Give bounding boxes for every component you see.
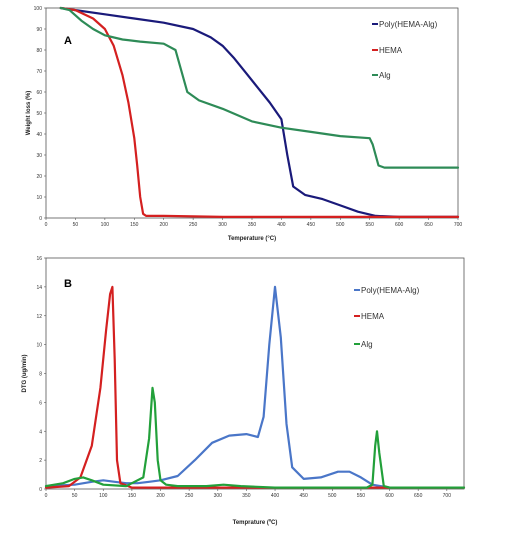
y-axis-label: DTG (ug/min) <box>22 355 28 393</box>
legend-label: HEMA <box>379 46 403 55</box>
x-tick-label: 0 <box>45 493 48 499</box>
x-tick-label: 350 <box>248 222 257 228</box>
x-tick-label: 50 <box>72 493 78 499</box>
legend-label: Alg <box>361 340 373 349</box>
y-tick-label: 70 <box>36 69 42 75</box>
y-axis-label: Weight loss (%) <box>26 91 32 136</box>
x-tick-label: 450 <box>299 493 308 499</box>
x-tick-label: 350 <box>242 493 251 499</box>
x-tick-label: 450 <box>307 222 316 228</box>
legend-label: Poly(HEMA-Alg) <box>379 20 438 29</box>
y-tick-label: 12 <box>36 314 42 320</box>
y-tick-label: 0 <box>39 487 42 493</box>
y-tick-label: 80 <box>36 48 42 54</box>
x-tick-label: 700 <box>454 222 463 228</box>
y-tick-label: 14 <box>36 285 42 291</box>
x-tick-label: 200 <box>156 493 165 499</box>
series-line-alg <box>59 6 460 169</box>
x-tick-label: 50 <box>73 222 79 228</box>
x-tick-label: 250 <box>185 493 194 499</box>
y-tick-label: 16 <box>36 256 42 262</box>
x-tick-label: 150 <box>128 493 137 499</box>
y-tick-label: 100 <box>34 6 43 12</box>
y-tick-label: 30 <box>36 153 42 159</box>
y-tick-label: 10 <box>36 195 42 201</box>
series-line-hema <box>59 6 460 218</box>
x-axis-label: Temperature (°C) <box>228 236 276 242</box>
legend-label: Alg <box>379 71 391 80</box>
x-tick-label: 250 <box>189 222 198 228</box>
panel-label: B <box>64 278 72 290</box>
y-tick-label: 0 <box>39 216 42 222</box>
series-line-poly_dtg <box>44 285 466 489</box>
x-tick-label: 550 <box>366 222 375 228</box>
y-tick-label: 40 <box>36 132 42 138</box>
x-tick-label: 300 <box>214 493 223 499</box>
x-tick-label: 500 <box>328 493 337 499</box>
x-tick-label: 400 <box>271 493 280 499</box>
legend-label: HEMA <box>361 312 385 321</box>
x-tick-label: 150 <box>130 222 139 228</box>
y-tick-label: 90 <box>36 27 42 33</box>
x-tick-label: 650 <box>414 493 423 499</box>
x-tick-label: 650 <box>424 222 433 228</box>
y-tick-label: 10 <box>36 343 42 349</box>
y-tick-label: 60 <box>36 90 42 96</box>
x-tick-label: 0 <box>45 222 48 228</box>
x-tick-label: 100 <box>99 493 108 499</box>
x-tick-label: 500 <box>336 222 345 228</box>
x-tick-label: 100 <box>101 222 110 228</box>
y-tick-label: 8 <box>39 372 42 378</box>
x-tick-label: 200 <box>160 222 169 228</box>
y-tick-label: 50 <box>36 111 42 117</box>
y-tick-label: 2 <box>39 458 42 464</box>
y-tick-label: 6 <box>39 400 42 406</box>
x-tick-label: 600 <box>395 222 404 228</box>
x-tick-label: 550 <box>357 493 366 499</box>
x-axis-label: Temprature (ºC) <box>233 520 278 526</box>
series-line-poly <box>59 6 460 218</box>
x-tick-label: 600 <box>385 493 394 499</box>
x-tick-label: 300 <box>218 222 227 228</box>
x-tick-label: 700 <box>443 493 452 499</box>
x-tick-label: 400 <box>277 222 286 228</box>
y-tick-label: 20 <box>36 174 42 180</box>
series-line-alg_dtg <box>44 386 466 489</box>
panel-label: A <box>64 35 72 47</box>
series-line-hema <box>44 285 466 489</box>
legend-label: Poly(HEMA-Alg) <box>361 286 420 295</box>
y-tick-label: 4 <box>39 429 42 435</box>
